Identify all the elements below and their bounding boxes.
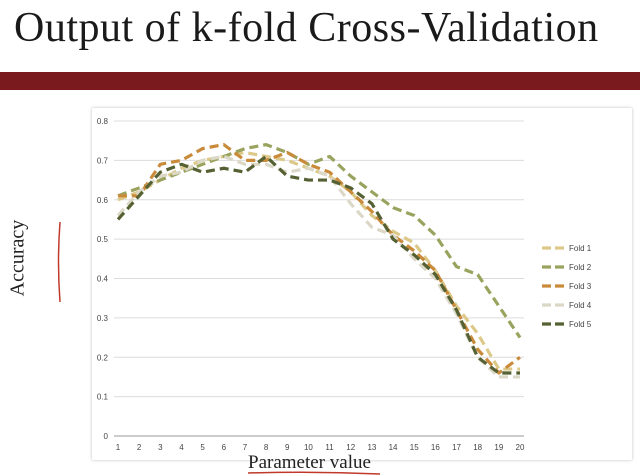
x-tick-label: 20	[516, 443, 525, 452]
chart-frame: 0 0.1 0.2 0.3 0.4 0.5 0.6 0.7 0.8 1 2 3 4 5 6 7 8 9 10 11 1…	[92, 108, 632, 460]
legend-label: Fold 5	[569, 320, 592, 329]
gridlines	[114, 120, 524, 437]
x-tick-label: 12	[346, 443, 355, 452]
y-tick-label: 0.4	[97, 275, 109, 284]
x-tick-label: 11	[325, 443, 334, 452]
y-tick-label: 0.1	[97, 393, 109, 402]
y-tick-label: 0.3	[97, 314, 109, 323]
x-tick-label: 1	[116, 443, 121, 452]
x-tick-label: 9	[285, 443, 290, 452]
series-line-fold-5	[116, 154, 520, 375]
x-tick-label: 15	[410, 443, 419, 452]
y-tick-label: 0	[104, 432, 109, 441]
x-label-annotation-underline	[247, 471, 381, 475]
legend-label: Fold 1	[569, 244, 592, 253]
x-axis-ticks: 1 2 3 4 5 6 7 8 9 10 11 12 13 14 15 16 17 18 19 20	[116, 443, 525, 452]
y-tick-label: 0.8	[97, 117, 109, 126]
series-line-fold-4	[116, 154, 520, 379]
line-chart: 00.10.20.30.40.50.60.70.8 1 2 3 4 5 6 7 8 9 10 11 1…	[97, 117, 592, 452]
x-tick-label: 13	[367, 443, 376, 452]
y-tick-label: 0.6	[97, 196, 109, 205]
legend-label: Fold 4	[569, 301, 592, 310]
x-tick-label: 2	[137, 443, 142, 452]
title-accent-bar	[0, 72, 640, 90]
x-axis-label: Parameter value	[248, 452, 371, 473]
x-tick-label: 17	[452, 443, 461, 452]
x-tick-label: 14	[389, 443, 398, 452]
series-line-fold-2	[117, 143, 522, 339]
x-tick-label: 16	[431, 443, 440, 452]
y-tick-label: 0.2	[97, 353, 109, 362]
y-tick-label: 0.5	[97, 235, 109, 244]
x-tick-label: 19	[494, 443, 503, 452]
series-line-fold-1	[117, 150, 520, 371]
x-tick-label: 7	[243, 443, 248, 452]
series-lines	[116, 143, 522, 379]
x-tick-label: 6	[222, 443, 227, 452]
legend: Fold 1 Fold 2 Fold 3 Fold 4 Fold 5	[542, 244, 592, 329]
y-tick-label: 0.7	[97, 156, 109, 165]
x-tick-label: 5	[200, 443, 205, 452]
x-tick-label: 10	[304, 443, 313, 452]
x-tick-label: 8	[264, 443, 269, 452]
legend-label: Fold 2	[569, 263, 592, 272]
slide-title: Output of k-fold Cross-Validation	[14, 5, 599, 51]
y-axis-ticks: 0 0.1 0.2 0.3 0.4 0.5 0.6 0.7 0.8	[97, 117, 109, 441]
y-axis-label: Accuracy	[6, 219, 29, 297]
x-tick-label: 4	[179, 443, 184, 452]
x-tick-label: 18	[473, 443, 482, 452]
legend-label: Fold 3	[569, 282, 592, 291]
y-label-annotation-underline	[57, 221, 61, 303]
x-tick-label: 3	[158, 443, 163, 452]
